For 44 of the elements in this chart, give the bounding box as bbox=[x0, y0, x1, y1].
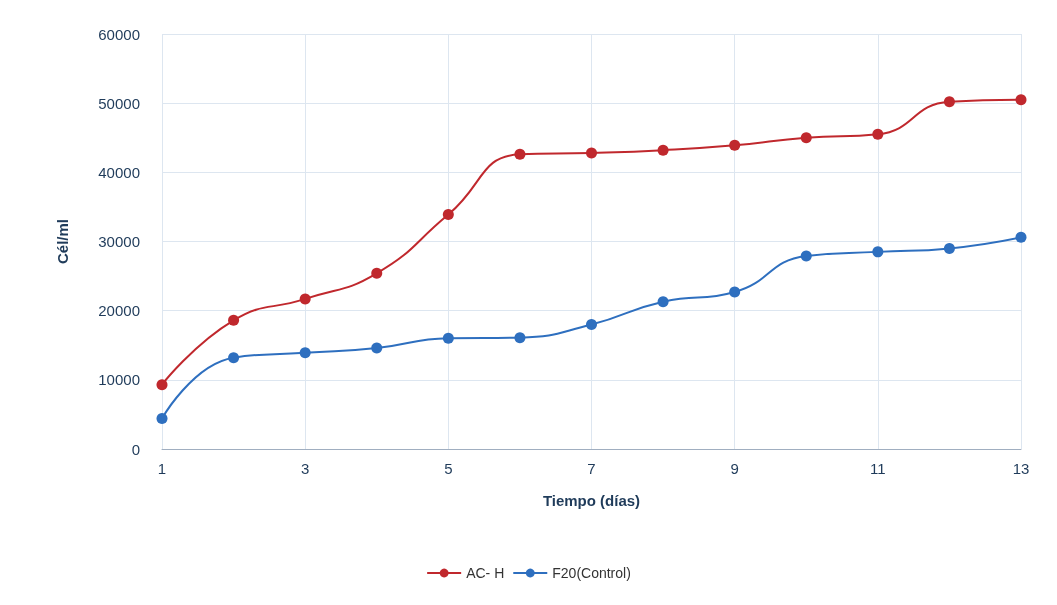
point bbox=[800, 132, 812, 144]
point bbox=[228, 314, 240, 326]
point bbox=[657, 144, 669, 156]
point bbox=[943, 242, 955, 254]
point bbox=[586, 147, 597, 159]
point bbox=[299, 293, 311, 305]
point bbox=[729, 139, 741, 151]
point bbox=[514, 148, 526, 160]
y-tick-label: 60000 bbox=[98, 25, 140, 43]
point bbox=[657, 296, 669, 308]
y-tick-label: 30000 bbox=[98, 233, 140, 250]
y-tick-label: 10000 bbox=[98, 371, 140, 389]
y-tick-label: 0 bbox=[131, 440, 140, 458]
x-tick-label: 5 bbox=[444, 460, 453, 477]
x-tick-label: 1 bbox=[157, 460, 167, 477]
point bbox=[514, 332, 526, 344]
point bbox=[156, 379, 168, 391]
x-tick-label: 3 bbox=[300, 460, 310, 477]
point bbox=[1015, 94, 1027, 106]
point bbox=[586, 319, 597, 330]
point bbox=[800, 250, 812, 262]
x-tick-label: 7 bbox=[587, 460, 596, 477]
point bbox=[228, 352, 240, 364]
y-tick-label: 40000 bbox=[98, 163, 140, 181]
y-tick-label: 50000 bbox=[98, 94, 140, 112]
x-axis-title: Tiempo (días) bbox=[542, 492, 641, 509]
legend-label: AC- H bbox=[466, 565, 505, 581]
point bbox=[442, 332, 454, 344]
y-tick-label: 20000 bbox=[98, 302, 140, 320]
point bbox=[156, 413, 168, 425]
x-tick-label: 13 bbox=[1012, 460, 1030, 477]
point bbox=[943, 96, 955, 108]
y-axis-title: Cél/ml bbox=[54, 218, 71, 265]
x-tick-label: 11 bbox=[870, 460, 886, 477]
point bbox=[299, 347, 311, 359]
point bbox=[442, 209, 454, 221]
point bbox=[1015, 231, 1027, 243]
point bbox=[371, 342, 383, 354]
point bbox=[371, 267, 383, 279]
point bbox=[872, 128, 884, 140]
x-tick-label: 9 bbox=[730, 460, 739, 477]
legend-label: F20(Control) bbox=[552, 565, 631, 581]
point bbox=[872, 246, 884, 258]
point bbox=[729, 286, 741, 298]
